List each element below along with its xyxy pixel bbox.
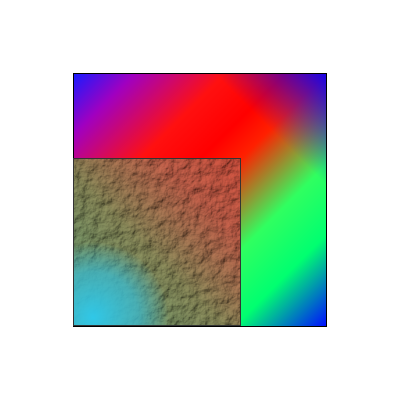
water xyxy=(73,158,241,326)
relief-border xyxy=(73,158,241,326)
relief-layer xyxy=(73,158,241,326)
